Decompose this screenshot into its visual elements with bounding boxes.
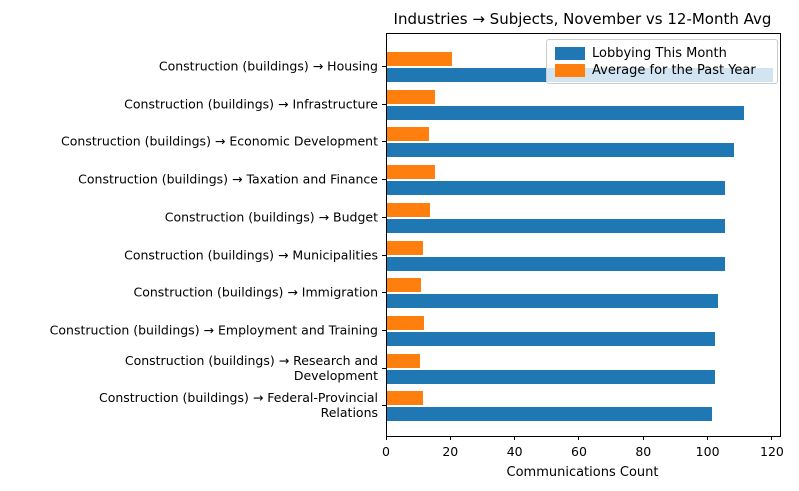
x-tick-label: 120 bbox=[759, 444, 784, 459]
x-tick-label: 60 bbox=[571, 444, 587, 459]
y-tick-mark bbox=[382, 329, 386, 331]
bar-average-past-year bbox=[387, 353, 421, 368]
x-tick-label: 20 bbox=[442, 444, 459, 459]
bar-average-past-year bbox=[387, 391, 423, 406]
x-tick-mark bbox=[707, 436, 709, 440]
legend-swatch-orange bbox=[555, 63, 585, 77]
chart-title: Industries → Subjects, November vs 12-Mo… bbox=[393, 10, 772, 28]
y-tick-label: Construction (buildings) → Housing bbox=[158, 58, 378, 74]
bar-average-past-year bbox=[387, 278, 421, 293]
x-axis-title: Communications Count bbox=[506, 465, 659, 480]
legend-item-average-past-year: Average for the Past Year bbox=[555, 62, 769, 78]
x-tick-label: 100 bbox=[695, 444, 720, 459]
plot-area: Lobbying This Month Average for the Past… bbox=[386, 33, 781, 437]
y-tick-label: Construction (buildings) → Employment an… bbox=[49, 322, 378, 338]
y-tick-mark bbox=[382, 179, 386, 181]
bar-average-past-year bbox=[387, 240, 423, 255]
y-tick-label: Construction (buildings) → Infrastructur… bbox=[124, 96, 378, 112]
bar-average-past-year bbox=[387, 52, 452, 66]
y-tick-label: Construction (buildings) → Immigration bbox=[133, 284, 378, 300]
y-tick-label: Construction (buildings) → Taxation and … bbox=[78, 171, 378, 187]
legend-label: Average for the Past Year bbox=[592, 62, 756, 78]
y-tick-label: Construction (buildings) → Budget bbox=[164, 209, 378, 225]
x-tick-mark bbox=[771, 436, 773, 440]
y-tick-mark bbox=[382, 141, 386, 143]
x-tick-mark bbox=[449, 436, 451, 440]
x-tick-mark bbox=[514, 436, 516, 440]
bar-lobbying-this-month bbox=[387, 294, 719, 309]
y-tick-mark bbox=[382, 103, 386, 105]
bar-lobbying-this-month bbox=[387, 105, 744, 120]
bar-average-past-year bbox=[387, 165, 436, 180]
bar-average-past-year bbox=[387, 315, 424, 330]
x-tick-label: 80 bbox=[635, 444, 652, 459]
y-tick-mark bbox=[382, 367, 386, 369]
bar-lobbying-this-month bbox=[387, 143, 735, 158]
y-tick-mark bbox=[382, 66, 386, 67]
legend-label: Lobbying This Month bbox=[592, 45, 727, 61]
bar-average-past-year bbox=[387, 89, 436, 104]
bar-lobbying-this-month bbox=[387, 331, 716, 346]
y-tick-mark bbox=[382, 254, 386, 256]
x-tick-label: 40 bbox=[506, 444, 523, 459]
bar-lobbying-this-month bbox=[387, 407, 712, 422]
bar-lobbying-this-month bbox=[387, 256, 725, 271]
x-tick-mark bbox=[642, 436, 644, 440]
x-tick-label: 0 bbox=[382, 444, 390, 459]
bar-average-past-year bbox=[387, 127, 430, 142]
bars-layer bbox=[387, 34, 780, 436]
legend: Lobbying This Month Average for the Past… bbox=[546, 39, 778, 84]
y-tick-mark bbox=[382, 216, 386, 218]
y-tick-mark bbox=[382, 405, 386, 407]
y-tick-label: Construction (buildings) → Municipalitie… bbox=[124, 247, 378, 262]
legend-swatch-blue bbox=[555, 46, 585, 60]
x-tick-mark bbox=[385, 436, 387, 440]
y-tick-mark bbox=[382, 292, 386, 294]
bar-lobbying-this-month bbox=[387, 369, 716, 384]
x-tick-mark bbox=[578, 436, 580, 440]
y-tick-label: Construction (buildings) → Economic Deve… bbox=[61, 133, 378, 149]
bar-lobbying-this-month bbox=[387, 181, 725, 196]
bar-average-past-year bbox=[387, 202, 430, 217]
legend-item-lobbying-this-month: Lobbying This Month bbox=[555, 45, 769, 61]
y-tick-label: Construction (buildings) → Federal-Provi… bbox=[98, 390, 378, 421]
bar-lobbying-this-month bbox=[387, 218, 725, 233]
y-tick-label: Construction (buildings) → Research and … bbox=[124, 352, 378, 383]
